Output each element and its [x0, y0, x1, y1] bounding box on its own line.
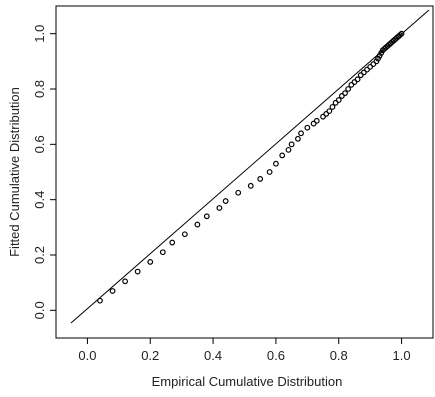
y-tick-label: 0.2 [32, 246, 47, 264]
data-point [147, 259, 154, 265]
y-tick-label: 0.8 [32, 80, 47, 98]
data-point [313, 117, 320, 124]
data-point [345, 86, 352, 92]
plot-area [55, 5, 434, 339]
plot-content [70, 9, 430, 324]
x-axis-title: Empirical Cumulative Distribution [152, 374, 343, 389]
data-point [304, 124, 311, 131]
x-tick-label: 0.0 [78, 348, 96, 363]
data-point [298, 130, 304, 137]
x-tick-label: 0.6 [267, 348, 285, 363]
x-tick-label: 0.4 [204, 348, 222, 363]
data-point [134, 268, 141, 275]
x-tick-label: 0.2 [141, 348, 159, 363]
data-point [273, 160, 279, 167]
data-point [279, 152, 286, 159]
data-point [288, 141, 295, 148]
data-point [109, 288, 116, 294]
x-axis: 0.0 0.2 0.4 0.6 0.8 1.0 [78, 337, 411, 363]
data-point [169, 239, 176, 246]
data-point [97, 297, 103, 304]
y-axis-title: Fitted Cumulative Distribution [7, 87, 22, 257]
x-tick-label: 0.8 [330, 348, 348, 363]
y-tick-label: 0.0 [32, 301, 47, 319]
data-point [266, 169, 273, 175]
data-point [342, 90, 348, 97]
data-point [194, 221, 201, 228]
y-tick-label: 0.6 [32, 135, 47, 153]
data-point [295, 135, 301, 142]
data-point [235, 189, 242, 196]
reference-line [70, 9, 430, 324]
data-point [222, 198, 229, 204]
data-point [122, 278, 129, 285]
data-point [285, 146, 292, 153]
data-point [398, 30, 405, 37]
data-point [247, 182, 254, 189]
data-point [326, 108, 333, 115]
data-point [181, 231, 188, 238]
data-point [216, 205, 223, 211]
y-tick-label: 0.4 [32, 191, 47, 209]
y-tick-label: 1.0 [32, 25, 47, 43]
data-point [257, 176, 264, 182]
data-point [203, 213, 210, 220]
data-point [329, 104, 336, 110]
x-tick-label: 1.0 [393, 348, 411, 363]
data-point [354, 76, 361, 83]
y-axis: 0.0 0.2 0.4 0.6 0.8 1.0 [32, 25, 57, 319]
data-points [97, 30, 405, 304]
data-point [159, 249, 166, 256]
data-point [335, 97, 342, 103]
